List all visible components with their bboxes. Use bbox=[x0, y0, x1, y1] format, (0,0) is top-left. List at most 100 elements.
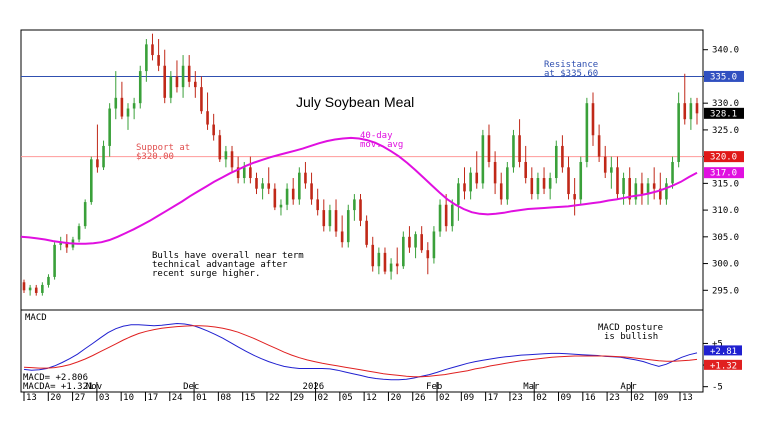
price-panel-frame bbox=[20, 29, 704, 311]
date-tick-label: 02 bbox=[536, 393, 547, 403]
candle-body bbox=[389, 263, 393, 272]
month-label: Feb bbox=[426, 382, 442, 392]
candle-body bbox=[554, 145, 558, 179]
candle-body bbox=[151, 44, 154, 56]
candle-body bbox=[463, 183, 466, 192]
candle-body bbox=[145, 44, 148, 72]
candle-body bbox=[77, 226, 81, 240]
candle-body bbox=[677, 103, 680, 162]
ma40-annotation-2: mov. avg bbox=[360, 140, 403, 150]
candle-body bbox=[322, 210, 326, 227]
candle-body bbox=[426, 250, 430, 259]
price-tick-label: 330.0 bbox=[712, 99, 739, 109]
candle-body bbox=[120, 97, 124, 117]
candle-body bbox=[187, 65, 191, 82]
date-tick-label: 09 bbox=[463, 393, 474, 403]
candle-body bbox=[420, 234, 423, 251]
macd-annotation-1: MACD posture bbox=[598, 323, 663, 333]
candle-body bbox=[316, 199, 319, 211]
macd-tick-label: +5 bbox=[712, 339, 723, 349]
price-tick-label: 340.0 bbox=[712, 46, 739, 56]
candle-body bbox=[457, 183, 460, 205]
candle-body bbox=[285, 188, 289, 205]
last-price-tag-text: 328.1 bbox=[710, 109, 737, 119]
candle-body bbox=[65, 242, 69, 248]
candle-body bbox=[163, 65, 167, 98]
ma40-price-tag-text: 317.0 bbox=[710, 169, 737, 179]
macd-signal-line bbox=[23, 325, 698, 378]
date-tick-label: 22 bbox=[269, 393, 280, 403]
candle-body bbox=[53, 244, 56, 277]
date-tick-label: 01 bbox=[196, 393, 207, 403]
candle-body bbox=[212, 124, 215, 136]
candle-body bbox=[114, 97, 118, 109]
date-tick-label: 09 bbox=[561, 393, 572, 403]
date-tick-label: 03 bbox=[99, 393, 110, 403]
date-tick-label: 27 bbox=[75, 393, 86, 403]
candle-body bbox=[169, 76, 173, 98]
candle-body bbox=[622, 178, 625, 195]
candle-body bbox=[567, 167, 570, 195]
bulls-annotation-2: technical advantage after bbox=[152, 260, 288, 270]
candle-body bbox=[194, 81, 197, 88]
candle-body bbox=[616, 167, 619, 195]
candle-body bbox=[432, 231, 436, 259]
date-tick-label: 24 bbox=[172, 393, 183, 403]
candle-body bbox=[261, 183, 264, 189]
macd-readout: MACD= +2.806 bbox=[23, 373, 88, 383]
price-tick-label: 325.0 bbox=[712, 126, 739, 136]
candle-body bbox=[524, 161, 527, 179]
macd-tick-label: -5 bbox=[712, 383, 723, 393]
candle-body bbox=[499, 183, 503, 200]
candle-body bbox=[200, 87, 203, 112]
date-tick-label: 26 bbox=[415, 393, 426, 403]
month-label: Nov bbox=[86, 382, 102, 392]
candle-body bbox=[603, 156, 607, 173]
signal-readout: MACDA= +1.321 bbox=[23, 382, 93, 392]
candle-body bbox=[671, 161, 674, 184]
resistance-price-tag bbox=[704, 70, 744, 82]
date-tick-label: 13 bbox=[682, 393, 693, 403]
candle-body bbox=[658, 188, 662, 200]
price-tick-label: 315.0 bbox=[712, 179, 739, 189]
date-tick-label: 20 bbox=[390, 393, 401, 403]
candle-body bbox=[377, 252, 381, 267]
support-price-tag-text: 320.0 bbox=[710, 153, 737, 163]
candle-body bbox=[359, 199, 362, 221]
candle-body bbox=[689, 103, 693, 120]
candle-body bbox=[475, 172, 479, 184]
macd-line bbox=[23, 322, 698, 381]
candle-body bbox=[304, 172, 307, 184]
price-tick-label: 300.0 bbox=[712, 260, 739, 270]
support-annotation-1: Support at bbox=[136, 143, 190, 153]
candle-body bbox=[47, 276, 50, 285]
candle-body bbox=[469, 172, 472, 192]
candle-body bbox=[291, 188, 295, 200]
candle-body bbox=[438, 204, 442, 232]
candle-body bbox=[487, 135, 491, 162]
candle-body bbox=[512, 135, 515, 168]
candle-body bbox=[481, 135, 485, 184]
candle-body bbox=[414, 234, 417, 248]
candle-body bbox=[334, 210, 338, 232]
candle-body bbox=[628, 178, 631, 200]
month-label: 2026 bbox=[303, 382, 325, 392]
candle-body bbox=[542, 178, 546, 189]
candle-body bbox=[665, 183, 668, 200]
candle-body bbox=[395, 263, 399, 267]
candle-body bbox=[597, 135, 601, 157]
candle-body bbox=[518, 135, 521, 162]
price-tick-label: 310.0 bbox=[712, 206, 739, 216]
candle-body bbox=[34, 287, 38, 293]
date-tick-label: 20 bbox=[50, 393, 61, 403]
candle-body bbox=[181, 65, 185, 88]
date-tick-label: 02 bbox=[633, 393, 644, 403]
candle-body bbox=[102, 145, 105, 168]
date-tick-label: 15 bbox=[245, 393, 256, 403]
candle-body bbox=[383, 252, 387, 272]
candle-body bbox=[108, 108, 111, 146]
candle-body bbox=[175, 76, 179, 88]
candle-body bbox=[28, 287, 32, 291]
candle-body bbox=[224, 151, 228, 160]
date-axis: 13 20 27 03 10 17 24 01 08 15 22 29 02 05 12 20 26 02 09 17… bbox=[23, 382, 693, 403]
